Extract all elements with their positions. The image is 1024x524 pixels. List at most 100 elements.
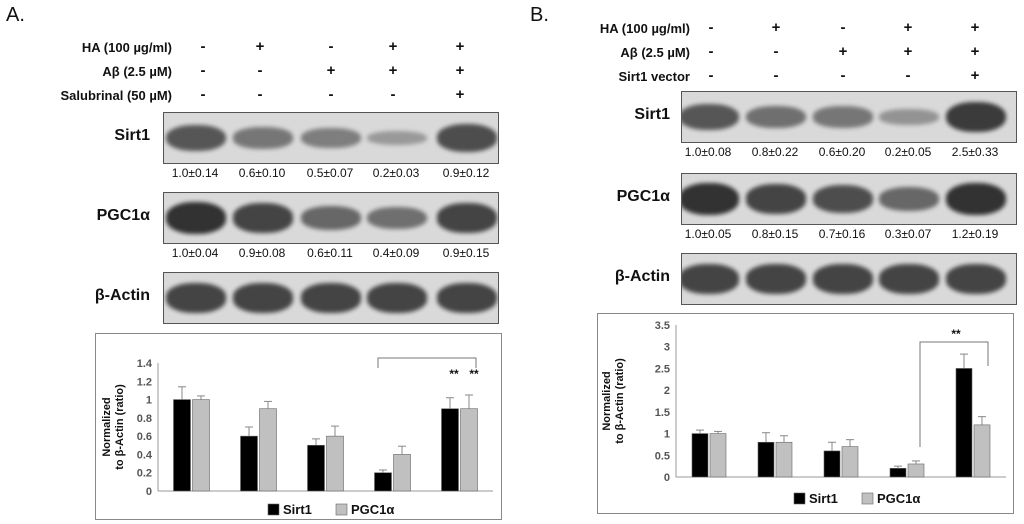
condition-label: Aβ (2.5 µM) bbox=[102, 64, 172, 79]
condition-sign: + bbox=[970, 19, 980, 36]
blot-image bbox=[681, 91, 1017, 143]
blot-band bbox=[437, 124, 497, 152]
quantification-value: 1.2±0.19 bbox=[951, 227, 999, 241]
bar bbox=[307, 444, 325, 492]
blot-band bbox=[301, 283, 361, 313]
y-tick-label: 1 bbox=[664, 429, 670, 441]
condition-sign: + bbox=[388, 62, 398, 79]
blot-band bbox=[437, 283, 497, 313]
condition-label: HA (100 µg/ml) bbox=[81, 40, 172, 55]
quantification-value: 1.0±0.08 bbox=[684, 145, 732, 159]
bar bbox=[393, 454, 411, 492]
significance-marker: ** bbox=[951, 327, 961, 341]
blot-band bbox=[301, 128, 361, 148]
bar bbox=[173, 399, 191, 492]
quantification-value: 1.0±0.04 bbox=[171, 246, 219, 260]
significance-bracket bbox=[919, 341, 989, 447]
blot-band bbox=[166, 283, 226, 313]
bar bbox=[326, 435, 344, 492]
legend-swatch bbox=[861, 492, 874, 505]
quantification-value: 1.0±0.05 bbox=[684, 227, 732, 241]
blot-band bbox=[301, 206, 361, 230]
quantification-value: 0.6±0.10 bbox=[238, 166, 286, 180]
condition-sign: - bbox=[390, 86, 396, 103]
condition-sign: - bbox=[708, 43, 714, 60]
bar bbox=[259, 408, 277, 492]
y-tick-label: 0.8 bbox=[137, 413, 152, 425]
condition-label: HA (100 µg/ml) bbox=[599, 21, 690, 36]
quantification-value: 0.8±0.22 bbox=[751, 145, 799, 159]
condition-label: Sirt1 vector bbox=[618, 69, 690, 84]
blot-band bbox=[437, 203, 497, 233]
significance-marker: ** bbox=[469, 367, 479, 381]
quantification-value: 0.9±0.08 bbox=[238, 246, 286, 260]
quantification-value: 0.2±0.03 bbox=[372, 166, 420, 180]
bar bbox=[955, 368, 973, 478]
panel-b-letter: B. bbox=[530, 4, 549, 26]
y-tick-label: 0 bbox=[146, 486, 152, 498]
panel-b-chart-frame: 0 0.5 1 1.5 2 2.5 3 3.5 Normalized to β-Actin (ra… bbox=[597, 313, 1014, 514]
bar bbox=[192, 399, 210, 492]
quantification-value: 1.0±0.14 bbox=[171, 166, 219, 180]
quantification-value: 0.9±0.15 bbox=[442, 246, 490, 260]
blot-band bbox=[682, 103, 739, 131]
condition-sign: - bbox=[773, 67, 779, 84]
blot-band bbox=[682, 182, 739, 216]
y-tick-label: 1 bbox=[146, 395, 152, 407]
y-tick-label: 3.5 bbox=[655, 320, 670, 332]
condition-sign: + bbox=[455, 38, 465, 55]
blot-image bbox=[163, 192, 499, 244]
condition-sign: - bbox=[200, 38, 206, 55]
condition-sign: + bbox=[903, 43, 913, 60]
bar bbox=[441, 408, 459, 492]
quantification-value: 0.6±0.11 bbox=[307, 246, 353, 260]
condition-sign: - bbox=[257, 86, 263, 103]
condition-sign: - bbox=[840, 19, 846, 36]
y-tick-label: 0 bbox=[664, 472, 670, 484]
blot-label: Sirt1 bbox=[114, 127, 150, 144]
panel-a-bar-chart: 0 0.2 0.4 0.6 0.8 1 1.2 1.4 Normalized to β-Actin… bbox=[101, 357, 493, 517]
blot-band bbox=[746, 105, 806, 129]
bar bbox=[240, 435, 258, 492]
legend-swatch bbox=[267, 503, 280, 516]
condition-sign: + bbox=[255, 38, 265, 55]
blot-image bbox=[681, 253, 1017, 305]
condition-sign: + bbox=[838, 43, 848, 60]
condition-sign: - bbox=[328, 86, 334, 103]
blot-band bbox=[946, 101, 1006, 133]
bar bbox=[691, 433, 709, 478]
condition-sign: + bbox=[388, 38, 398, 55]
blot-band bbox=[746, 264, 806, 294]
condition-sign: + bbox=[970, 43, 980, 60]
y-tick-label: 2 bbox=[664, 385, 670, 397]
blot-band bbox=[879, 187, 939, 211]
condition-sign: + bbox=[326, 62, 336, 79]
bar bbox=[907, 463, 925, 478]
bar bbox=[973, 424, 991, 478]
blot-band bbox=[879, 109, 939, 125]
condition-sign: - bbox=[840, 67, 846, 84]
legend-swatch bbox=[793, 492, 806, 505]
blot-label: PGC1α bbox=[616, 188, 670, 205]
condition-sign: - bbox=[257, 62, 263, 79]
quantification-value: 0.5±0.07 bbox=[306, 166, 354, 180]
condition-sign: - bbox=[773, 43, 779, 60]
quantification-value: 0.4±0.09 bbox=[372, 246, 420, 260]
y-axis-label: to β-Actin (ratio) bbox=[114, 384, 126, 470]
y-tick-label: 0.6 bbox=[137, 431, 152, 443]
blot-band bbox=[682, 264, 739, 294]
condition-sign: - bbox=[905, 67, 911, 84]
condition-sign: + bbox=[771, 19, 781, 36]
condition-sign: + bbox=[970, 67, 980, 84]
panel-a-chart-frame: 0 0.2 0.4 0.6 0.8 1 1.2 1.4 Normalized to β-Actin… bbox=[95, 333, 502, 520]
condition-sign: - bbox=[708, 67, 714, 84]
y-tick-label: 0.4 bbox=[137, 449, 153, 461]
y-axis-label: Normalized bbox=[101, 397, 113, 456]
blot-band bbox=[367, 130, 427, 146]
significance-bracket bbox=[377, 357, 477, 368]
blot-band bbox=[813, 185, 873, 213]
blot-image bbox=[163, 112, 499, 164]
blot-label: Sirt1 bbox=[634, 106, 670, 123]
bar bbox=[757, 441, 775, 478]
blot-band bbox=[166, 124, 226, 152]
